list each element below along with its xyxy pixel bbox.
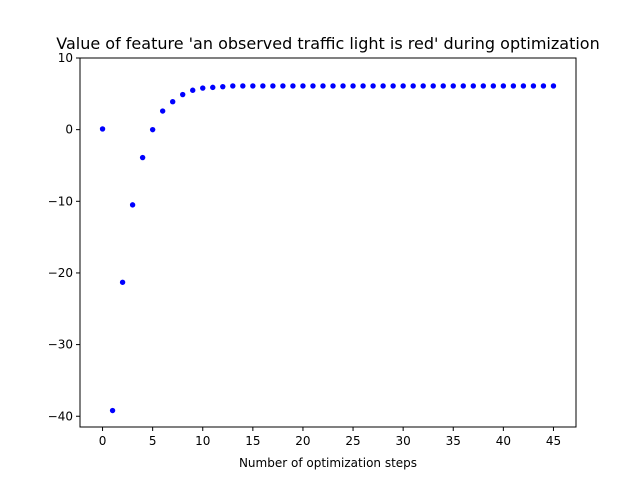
y-tick-label: −40: [48, 409, 73, 423]
data-point: [340, 83, 346, 89]
data-point: [540, 83, 547, 89]
data-point: [190, 87, 196, 93]
data-point: [510, 83, 517, 89]
data-point: [230, 83, 236, 89]
data-point: [210, 84, 216, 91]
data-point: [109, 407, 116, 414]
data-point: [129, 202, 136, 208]
data-point: [390, 83, 396, 89]
x-axis-ticks: 0 5 10 15 20 25 30 35 40 45: [99, 427, 561, 448]
data-point: [440, 83, 446, 89]
x-axis-label: Number of optimization steps: [239, 456, 417, 470]
data-point: [169, 99, 176, 105]
data-point: [470, 83, 476, 89]
data-point: [240, 83, 246, 89]
x-tick-label: 10: [195, 434, 210, 448]
data-point: [180, 91, 186, 98]
data-point: [99, 126, 106, 132]
data-point: [260, 83, 266, 89]
x-tick-label: 20: [295, 434, 310, 448]
x-tick-label: 30: [396, 434, 411, 448]
plot-frame: [79, 57, 577, 428]
data-point: [480, 83, 487, 89]
data-point: [250, 83, 256, 89]
data-point: [330, 83, 336, 89]
data-point: [139, 154, 146, 161]
data-point: [550, 83, 557, 89]
data-point: [220, 83, 226, 90]
x-tick-label: 15: [245, 434, 260, 448]
data-point: [300, 83, 306, 89]
data-point: [430, 83, 436, 89]
data-point: [119, 279, 126, 285]
data-point: [490, 83, 497, 89]
data-point: [149, 126, 156, 133]
data-point: [410, 83, 416, 89]
data-point: [200, 85, 206, 91]
data-point: [360, 83, 366, 89]
y-tick-label: 0: [65, 123, 73, 137]
x-tick-label: 5: [149, 434, 157, 448]
x-tick-label: 45: [546, 434, 561, 448]
data-point: [270, 83, 276, 89]
data-point: [420, 83, 426, 89]
x-tick-label: 35: [446, 434, 461, 448]
y-tick-label: −20: [48, 266, 73, 280]
data-point: [500, 83, 507, 89]
y-axis-ticks: 10 0 −10 −20 −30 −40: [48, 51, 80, 423]
data-point: [290, 83, 296, 89]
data-point: [159, 108, 166, 114]
data-point: [320, 83, 326, 89]
chart-title: Value of feature 'an observed traffic li…: [56, 34, 599, 53]
data-point: [520, 83, 527, 89]
data-points: [99, 83, 557, 414]
data-point: [400, 83, 406, 89]
y-tick-label: −30: [48, 338, 73, 352]
data-point: [530, 83, 537, 89]
data-point: [450, 83, 456, 89]
data-point: [460, 83, 466, 89]
y-tick-label: 10: [58, 51, 73, 65]
data-point: [380, 83, 386, 89]
x-tick-label: 40: [496, 434, 511, 448]
data-point: [350, 83, 356, 89]
data-point: [310, 83, 316, 89]
x-tick-label: 25: [345, 434, 360, 448]
data-point: [370, 83, 376, 89]
y-tick-label: −10: [48, 194, 73, 208]
data-point: [280, 83, 286, 89]
x-tick-label: 0: [99, 434, 107, 448]
